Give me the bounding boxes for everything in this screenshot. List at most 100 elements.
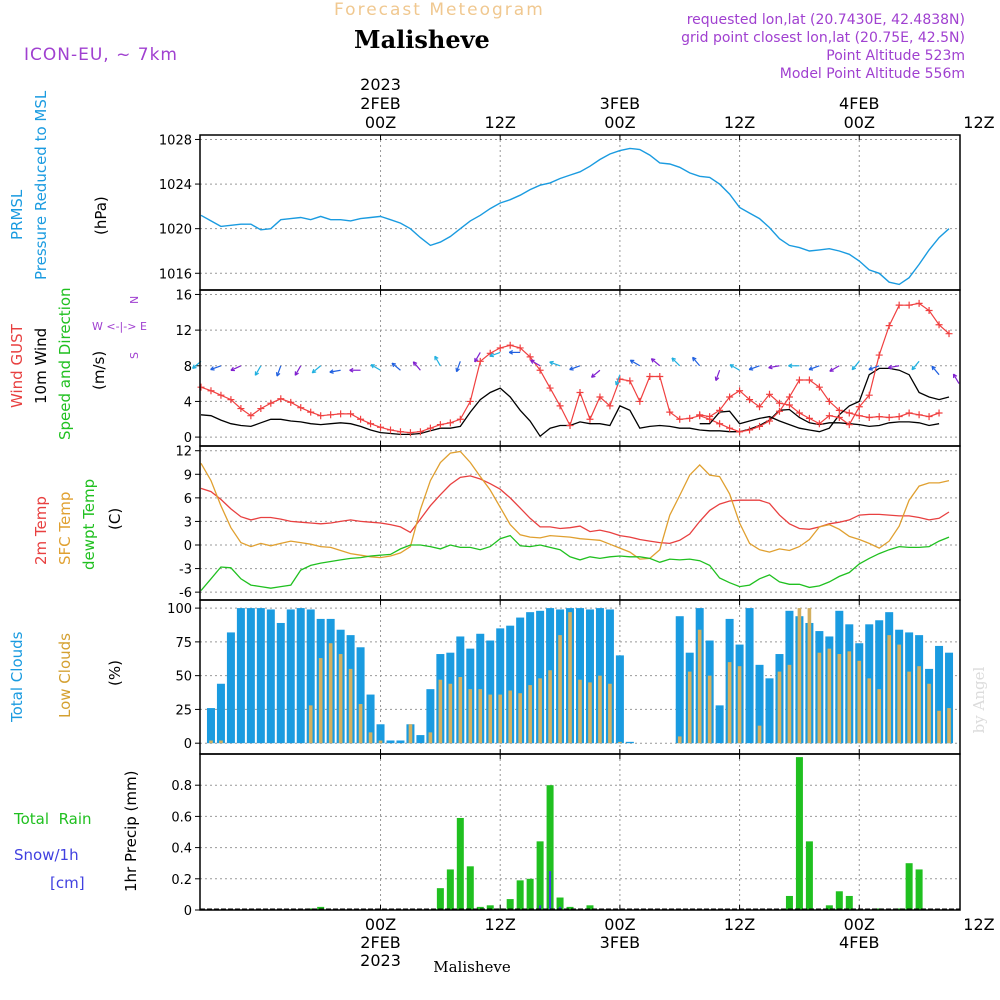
wind-arrow-head [671, 357, 676, 362]
compass-n: N [128, 296, 141, 304]
y-tick-label: -3 [179, 563, 192, 578]
wind-arrow [370, 364, 381, 371]
top-time-label: 00Z [844, 113, 875, 132]
wind-arrow [630, 359, 641, 367]
low-cloud-bar [358, 704, 363, 744]
y-tick-label: 12 [175, 445, 192, 460]
panel-frame [199, 753, 961, 911]
cloud-panel-labels: Total Clouds Low Clouds (%) [8, 631, 124, 723]
y-tick-label: 3 [184, 515, 192, 530]
gust-marker [466, 397, 474, 405]
y-tick-label: 1028 [159, 133, 192, 148]
gust-marker [766, 390, 773, 398]
gust-marker [785, 393, 793, 401]
model-altitude: Model Point Altitude 556m [780, 66, 965, 82]
gust-marker [935, 409, 943, 417]
total-cloud-bar [945, 652, 954, 744]
wind-arrow-head [329, 369, 334, 374]
point-altitude: Point Altitude 523m [826, 48, 965, 64]
low-cloud-bar [687, 671, 692, 744]
gust-marker [416, 428, 424, 436]
gust-marker [716, 420, 724, 428]
total-cloud-bar [536, 610, 545, 744]
y-tick-label: 0 [184, 904, 192, 919]
wind-arrow-head [729, 364, 735, 369]
low-cloud-bar [777, 671, 782, 744]
gust-marker [895, 413, 903, 421]
rain-bar [566, 906, 574, 910]
low-cloud-bar [707, 675, 712, 744]
wind-arrow [911, 360, 920, 371]
sfc-label: SFC Temp [56, 492, 74, 565]
wind-arrow [808, 365, 820, 371]
low-cloud-bar [428, 732, 433, 744]
wind-arrow-head [530, 359, 535, 364]
gust-marker [875, 413, 883, 421]
wind-arrow [952, 373, 960, 384]
gust-marker [396, 428, 404, 436]
wind-arrow [931, 365, 940, 376]
rain-bar [317, 906, 325, 910]
low-cloud-bar [438, 679, 443, 744]
prmsl-unit-label: (hPa) [92, 196, 110, 235]
wind-arrow-head [569, 366, 574, 371]
gust-marker [726, 393, 734, 401]
model-label: ICON-EU, ~ 7km [24, 45, 178, 65]
bottom-time-label: 00Z [604, 915, 635, 934]
gust-marker [277, 395, 285, 403]
wind-arrow [549, 361, 561, 367]
gust-line-4feb [699, 302, 950, 426]
top-time-label: 00Z [604, 113, 635, 132]
wind-arrow [888, 365, 900, 369]
wind-arrow [692, 356, 701, 367]
rain-bar [446, 869, 454, 910]
low-cloud-bar [737, 666, 742, 744]
gust-marker [317, 412, 325, 420]
gust-marker [785, 401, 793, 409]
y-tick-label: 8 [184, 360, 192, 375]
wind-unit-label: (m/s) [90, 351, 108, 390]
rain-bar [456, 817, 464, 910]
y-tick-label: 9 [184, 468, 192, 483]
wind-arrow-head [887, 364, 893, 370]
gust-marker [337, 410, 345, 418]
wind-arrow [254, 365, 262, 376]
low-cloud-bar [588, 682, 592, 744]
wind-arrow-head [254, 371, 260, 376]
gust-marker [935, 321, 943, 329]
low-cloud-bar [947, 708, 951, 744]
wind-panel-labels: Wind GUST 10m Wind Speed and Direction (… [8, 287, 147, 440]
snow-bar [549, 871, 552, 910]
low-cloud-bar [318, 658, 323, 744]
gust-marker [626, 377, 634, 385]
wind-arrow-head [829, 367, 834, 372]
prmsl-desc-label: Pressure Reduced to MSL [32, 90, 50, 280]
dew-label: dewpt Temp [80, 479, 98, 570]
wind-arrow [294, 365, 302, 376]
total-cloud-bar [715, 705, 724, 744]
gust-marker [835, 406, 843, 414]
gust-marker [925, 307, 933, 315]
rain-label: Total Rain [13, 810, 92, 828]
rain-bar [915, 869, 923, 910]
y-tick-label: 25 [175, 703, 192, 718]
pressure-line [200, 147, 950, 286]
total-cloud-bar [216, 683, 225, 744]
rain-bar [556, 897, 564, 910]
rain-bar [526, 878, 534, 910]
wind-arrow-head [650, 358, 656, 363]
gust-marker [267, 399, 275, 407]
y-tick-label: 4 [184, 395, 192, 410]
gust-marker [925, 413, 933, 421]
low-cloud-bar [797, 608, 802, 744]
rain-bar [506, 899, 514, 910]
y-tick-label: 0 [184, 737, 192, 752]
low-cloud-bar [927, 683, 931, 744]
gust-marker [327, 411, 335, 419]
gust-marker [895, 301, 903, 309]
rain-bar [795, 757, 803, 910]
low-cloud-bar [538, 678, 542, 744]
gust-marker [736, 428, 744, 436]
wind-arrow [768, 365, 780, 369]
wind-arrow-head [931, 365, 936, 371]
